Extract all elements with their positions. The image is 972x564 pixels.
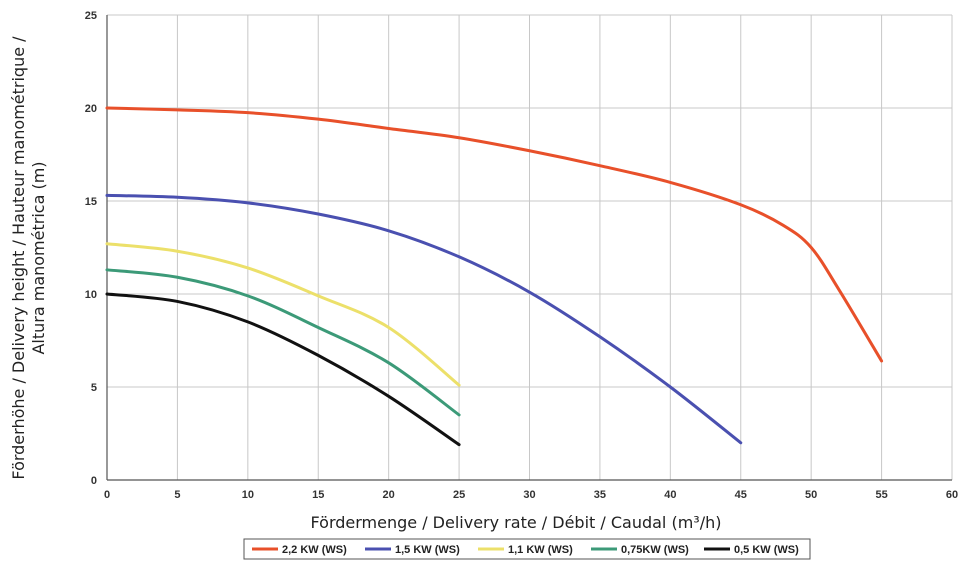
x-tick-label: 35 — [594, 489, 606, 501]
legend-item-1: 1,5 KW (WS) — [365, 544, 460, 556]
x-tick-label: 30 — [523, 489, 535, 501]
series-line-3 — [105, 268, 461, 417]
legend-item-0: 2,2 KW (WS) — [252, 544, 347, 556]
y-axis-ticks: 0 5 10 15 20 25 — [85, 10, 97, 487]
y-axis-title-line-1: Förderhöhe / Delivery height / Hauteur m… — [9, 36, 28, 480]
legend-label: 1,1 KW (WS) — [508, 544, 573, 556]
x-tick-label: 50 — [805, 489, 817, 501]
series-line-1 — [105, 193, 743, 445]
series-line-2 — [105, 242, 461, 387]
x-tick-label: 25 — [453, 489, 465, 501]
x-tick-label: 15 — [312, 489, 324, 501]
y-tick-label: 25 — [85, 10, 97, 22]
legend-item-4: 0,5 KW (WS) — [704, 544, 799, 556]
y-axis-title-line-2: Altura manométrica (m) — [29, 161, 48, 354]
x-tick-label: 55 — [875, 489, 887, 501]
legend-box — [243, 538, 811, 560]
x-axis-title: Fördermenge / Delivery rate / Débit / Ca… — [311, 513, 722, 532]
series-line-0 — [105, 106, 884, 363]
legend-item-2: 1,1 KW (WS) — [478, 544, 573, 556]
x-tick-label: 5 — [174, 489, 180, 501]
y-tick-label: 10 — [85, 289, 97, 301]
legend-label: 2,2 KW (WS) — [282, 544, 347, 556]
x-tick-label: 10 — [242, 489, 254, 501]
x-axis-ticks: 0 5 10 15 20 25 30 35 40 45 50 55 60 — [104, 489, 958, 501]
x-tick-label: 20 — [383, 489, 395, 501]
legend-item-3: 0,75KW (WS) — [591, 544, 689, 556]
series-line-4 — [105, 292, 461, 447]
legend-label: 0,5 KW (WS) — [734, 544, 799, 556]
legend: 2,2 KW (WS) 1,5 KW (WS) 1,1 KW (WS) 0,75KW … — [243, 538, 811, 560]
legend-label: 1,5 KW (WS) — [395, 544, 460, 556]
grid — [106, 14, 953, 481]
x-tick-label: 45 — [735, 489, 747, 501]
axes — [106, 15, 952, 481]
y-axis-title: Förderhöhe / Delivery height / Hauteur m… — [9, 36, 48, 480]
x-tick-label: 40 — [664, 489, 676, 501]
x-tick-label: 60 — [946, 489, 958, 501]
y-tick-label: 0 — [91, 475, 97, 487]
y-tick-label: 15 — [85, 196, 97, 208]
x-tick-label: 0 — [104, 489, 110, 501]
legend-label: 0,75KW (WS) — [621, 544, 689, 556]
y-tick-label: 5 — [91, 382, 97, 394]
series-group — [105, 106, 884, 447]
y-tick-label: 20 — [85, 103, 97, 115]
